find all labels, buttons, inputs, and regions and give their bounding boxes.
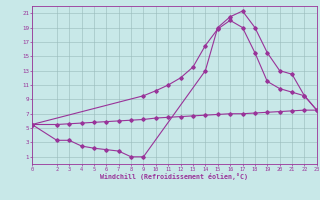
X-axis label: Windchill (Refroidissement éolien,°C): Windchill (Refroidissement éolien,°C) — [100, 173, 248, 180]
